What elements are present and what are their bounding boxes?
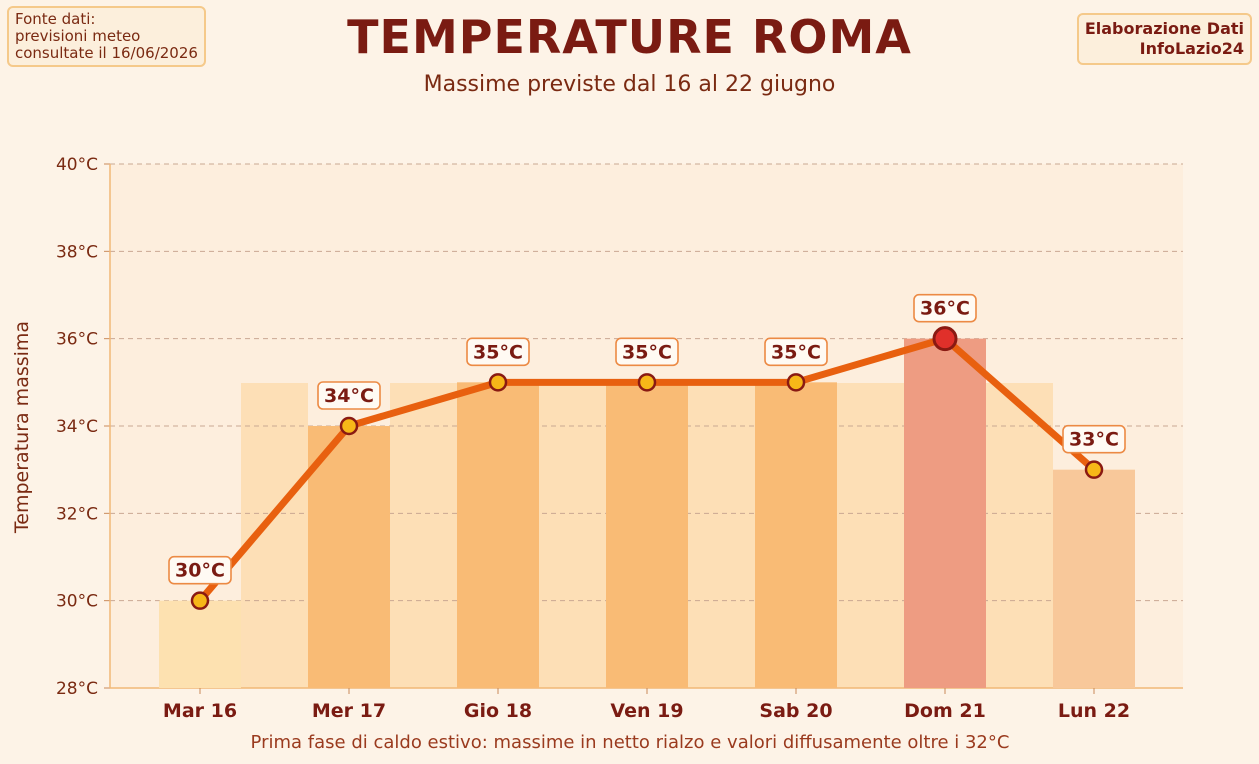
x-tick-label: Ven 19 (610, 700, 683, 722)
data-label: 36°C (920, 298, 970, 320)
credit-box: Elaborazione Dati InfoLazio24 (1076, 13, 1252, 65)
background-band (837, 383, 904, 688)
background-band (986, 383, 1053, 688)
source-line-1: Fonte dati: (15, 10, 96, 28)
data-label: 30°C (175, 560, 225, 582)
bar (755, 382, 837, 688)
bar (606, 382, 688, 688)
credit-line-1: Elaborazione Dati (1084, 19, 1244, 38)
y-tick-label: 40°C (56, 155, 98, 175)
y-tick-label: 32°C (56, 504, 98, 524)
background-band (539, 383, 606, 688)
x-tick-label: Lun 22 (1058, 700, 1130, 722)
y-tick-label: 30°C (56, 592, 98, 612)
x-tick-label: Sab 20 (759, 700, 832, 722)
background-band (390, 383, 457, 688)
data-label-box (168, 555, 232, 585)
y-tick-label: 34°C (56, 417, 98, 437)
x-tick-label: Mar 16 (163, 700, 237, 722)
data-label-box (317, 381, 381, 410)
bar (457, 382, 539, 688)
data-source-note: Fonte dati: previsioni meteo consultate … (7, 6, 206, 67)
bar (308, 426, 390, 688)
data-point (190, 591, 210, 610)
data-label: 35°C (771, 341, 821, 363)
data-point (786, 373, 806, 392)
source-line-2: previsioni meteo (15, 27, 141, 45)
bar (1053, 469, 1135, 688)
y-axis-title: Temperatura massima (11, 321, 33, 534)
peak-marker (932, 326, 958, 352)
data-point (1084, 460, 1104, 479)
x-axis-title: Prima fase di caldo estivo: massime in n… (251, 732, 1010, 753)
x-tick-label: Dom 21 (904, 700, 986, 722)
data-label: 35°C (622, 341, 672, 363)
background-band (688, 383, 755, 688)
chart-subtitle: Massime previste dal 16 al 22 giugno (423, 72, 836, 97)
bar (159, 600, 241, 688)
data-label-box (466, 337, 530, 367)
data-label-box (764, 337, 828, 367)
data-label: 34°C (324, 385, 374, 407)
data-label-box (615, 337, 679, 367)
data-point (488, 373, 508, 392)
credit-line-2: InfoLazio24 (1139, 39, 1244, 58)
source-line-3: consultate il 16/06/2026 (15, 44, 198, 62)
bar (904, 338, 986, 688)
y-tick-label: 28°C (56, 679, 98, 699)
data-label-box (1062, 424, 1126, 454)
data-point (339, 416, 359, 436)
data-label: 33°C (1069, 429, 1119, 451)
y-tick-label: 38°C (56, 242, 98, 262)
data-label-box (913, 293, 977, 323)
data-label: 35°C (473, 341, 523, 363)
y-tick-label: 36°C (56, 330, 98, 350)
data-point (637, 373, 657, 392)
x-tick-label: Mer 17 (312, 700, 386, 722)
x-tick-label: Gio 18 (464, 700, 532, 722)
chart-title: TEMPERATURE ROMA (347, 10, 912, 64)
